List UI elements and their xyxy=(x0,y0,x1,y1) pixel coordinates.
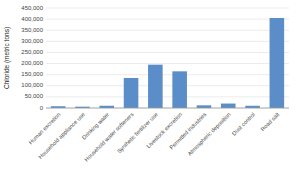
y-tick-label: 200,000 xyxy=(21,60,43,66)
grid-line xyxy=(46,52,289,53)
x-tick-label: Household water softeners xyxy=(83,111,134,162)
grid-line xyxy=(46,30,289,31)
y-tick-label: 300,000 xyxy=(21,38,43,44)
x-tick-label: Synthetic fertilizer use xyxy=(116,111,159,154)
y-tick-label: 350,000 xyxy=(21,27,43,33)
chart-container: 0 50,000 100,000 150,000 200,000 250,000 300,0… xyxy=(0,0,297,170)
y-tick-label: 100,000 xyxy=(21,82,43,88)
x-ticks: Human excretionHousehold appliance useDr… xyxy=(28,111,281,163)
bar xyxy=(148,65,163,108)
x-axis-line xyxy=(46,108,289,109)
x-tick-label: Household appliance use xyxy=(37,111,86,160)
y-tick-label: 250,000 xyxy=(21,49,43,55)
y-tick-label: 400,000 xyxy=(21,16,43,22)
grid-line xyxy=(46,96,289,97)
grid-line xyxy=(46,108,289,109)
y-axis-label: Chloride (metric tons) xyxy=(3,27,11,89)
y-tick-label: 0 xyxy=(40,105,44,111)
grid-line xyxy=(46,74,289,75)
chart: 0 50,000 100,000 150,000 200,000 250,000 300,0… xyxy=(0,0,297,170)
y-tick-label: 450,000 xyxy=(21,5,43,11)
grid-line xyxy=(46,41,289,42)
y-ticks: 0 50,000 100,000 150,000 200,000 250,000 300,0… xyxy=(21,5,43,111)
x-tick-label: Dust control xyxy=(231,111,256,136)
grid xyxy=(46,8,289,108)
grid-line xyxy=(46,19,289,20)
y-tick-label: 50,000 xyxy=(25,93,44,99)
bar xyxy=(124,78,139,108)
grid-line xyxy=(46,85,289,86)
x-tick-label: Atmospheric deposition xyxy=(186,111,231,156)
grid-line xyxy=(46,8,289,9)
y-tick-label: 150,000 xyxy=(21,71,43,77)
bar xyxy=(172,71,187,108)
bar xyxy=(221,104,236,108)
bars xyxy=(51,18,284,108)
grid-line xyxy=(46,63,289,64)
x-tick-label: Road salt xyxy=(259,111,280,132)
bar xyxy=(270,18,285,108)
